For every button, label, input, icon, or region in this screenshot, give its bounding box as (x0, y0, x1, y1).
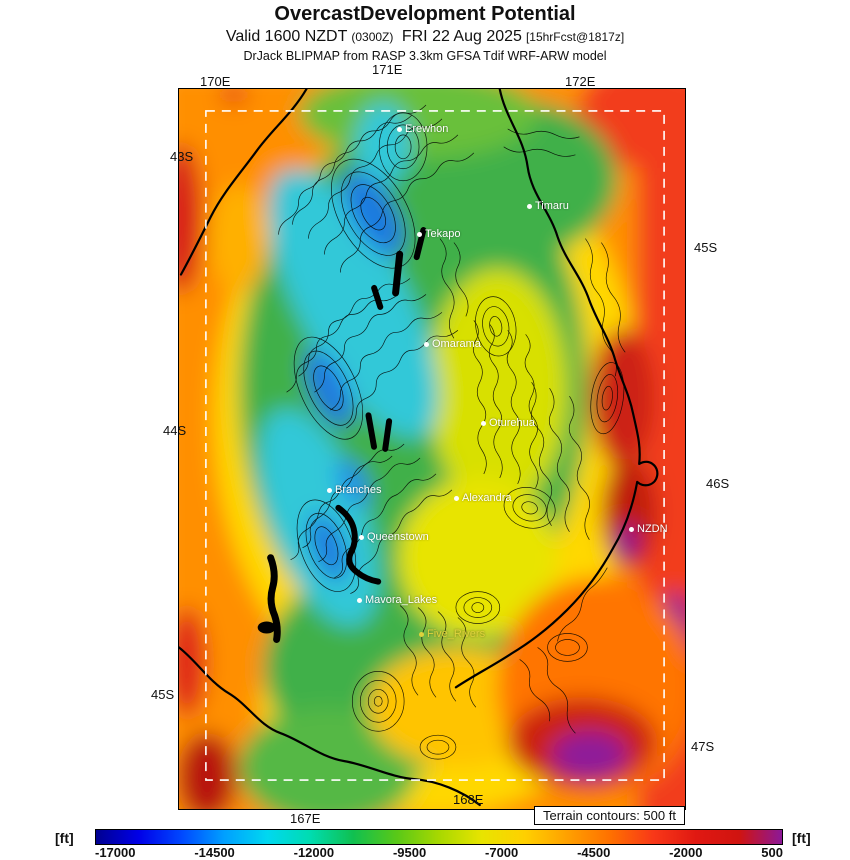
city-label: Tekapo (425, 228, 461, 240)
colorbar-tick: -4500 (577, 845, 611, 860)
city-marker-nzdn: NZDN (629, 523, 668, 535)
valid-time: Valid 1600 NZDT (225, 28, 348, 45)
coord-label-45s: 45S (151, 687, 175, 702)
page-title: OvercastDevelopment Potential (274, 3, 576, 25)
coastline (179, 89, 659, 807)
colorbar-tick-row: -17000 -14500 -12000 -9500 -7000 -4500 -2000 50… (95, 845, 783, 860)
city-label: NZDN (637, 523, 668, 535)
colorbar-gradient (95, 829, 783, 845)
city-label: Queenstown (367, 531, 429, 543)
city-marker-erewhon: Erewhon (397, 123, 448, 135)
city-dot-icon (629, 526, 634, 532)
header: OvercastDevelopment Potential Valid 1600… (0, 3, 850, 63)
city-dot-icon (527, 203, 532, 209)
coord-label-171e: 171E (372, 62, 403, 77)
colorbar-tick: -12000 (293, 845, 335, 860)
city-marker-five_rivers: Five_Rivers (419, 628, 485, 640)
model-line: DrJack BLIPMAP from RASP 3.3km GFSA Tdif… (243, 49, 607, 63)
colorbar-tick: -9500 (392, 845, 427, 860)
city-marker-queenstown: Queenstown (359, 531, 429, 543)
city-label: Timaru (535, 200, 569, 212)
city-dot-icon (359, 534, 364, 540)
coord-label-47s: 47S (691, 739, 715, 754)
colorbar-tick: -2000 (669, 845, 703, 860)
valid-fcst: [15hrFcst@1817z] (525, 30, 625, 44)
city-marker-alexandra: Alexandra (454, 492, 512, 504)
city-dot-icon (454, 495, 459, 501)
terrain-potential-map (179, 89, 685, 809)
colorbar-tick: -17000 (95, 845, 136, 860)
terrain-contour-note: Terrain contours: 500 ft (534, 806, 685, 825)
valid-zulu: (0300Z) (351, 30, 394, 44)
valid-date: FRI 22 Aug 2025 (401, 28, 522, 45)
city-label: Mavora_Lakes (365, 594, 438, 606)
colorbar-unit-left: [ft] (55, 830, 74, 846)
city-label: Branches (335, 484, 382, 496)
city-dot-icon (481, 420, 486, 426)
city-dot-icon (417, 231, 422, 237)
city-dot-icon (357, 597, 362, 603)
coord-label-45s: 45S (694, 240, 718, 255)
lakes-layer (257, 227, 427, 643)
city-marker-tekapo: Tekapo (417, 228, 460, 240)
city-label: Alexandra (462, 492, 512, 504)
city-label: Erewhon (405, 123, 449, 135)
city-marker-branches: Branches (327, 484, 381, 496)
colorbar: [ft] -17000 -14500 -12000 -9500 -7000 -4500 -2… (0, 829, 850, 860)
city-marker-oturehua: Oturehua (481, 417, 535, 429)
colorbar-tick: 500 (761, 845, 783, 860)
colorbar-unit-right: [ft] (792, 830, 811, 846)
city-marker-mavora_lakes: Mavora_Lakes (357, 594, 437, 606)
map-frame: Erewhon Timaru Tekapo Omarama Oturehua Branch… (178, 88, 686, 825)
city-marker-timaru: Timaru (527, 200, 569, 212)
city-marker-omarama: Omarama (424, 338, 481, 350)
city-dot-icon (424, 341, 429, 347)
terrain-field (179, 89, 685, 809)
coord-label-170e: 170E (200, 74, 231, 89)
city-dot-icon (327, 487, 332, 493)
domain-boundary (205, 110, 665, 781)
colorbar-tick: -7000 (485, 845, 519, 860)
city-label: Five_Rivers (427, 628, 486, 640)
city-dot-icon (397, 126, 402, 132)
city-dot-icon (419, 631, 424, 637)
coord-label-172e: 172E (565, 74, 596, 89)
coord-label-46s: 46S (706, 476, 730, 491)
valid-line: Valid 1600 NZDT (0300Z) FRI 22 Aug 2025 [1… (0, 28, 850, 46)
city-label: Omarama (432, 338, 481, 350)
terrain-contour-note-text: Terrain contours: 500 ft (543, 808, 676, 823)
coord-label-167e: 167E (290, 811, 321, 826)
city-label: Oturehua (489, 417, 535, 429)
colorbar-tick: -14500 (194, 845, 235, 860)
